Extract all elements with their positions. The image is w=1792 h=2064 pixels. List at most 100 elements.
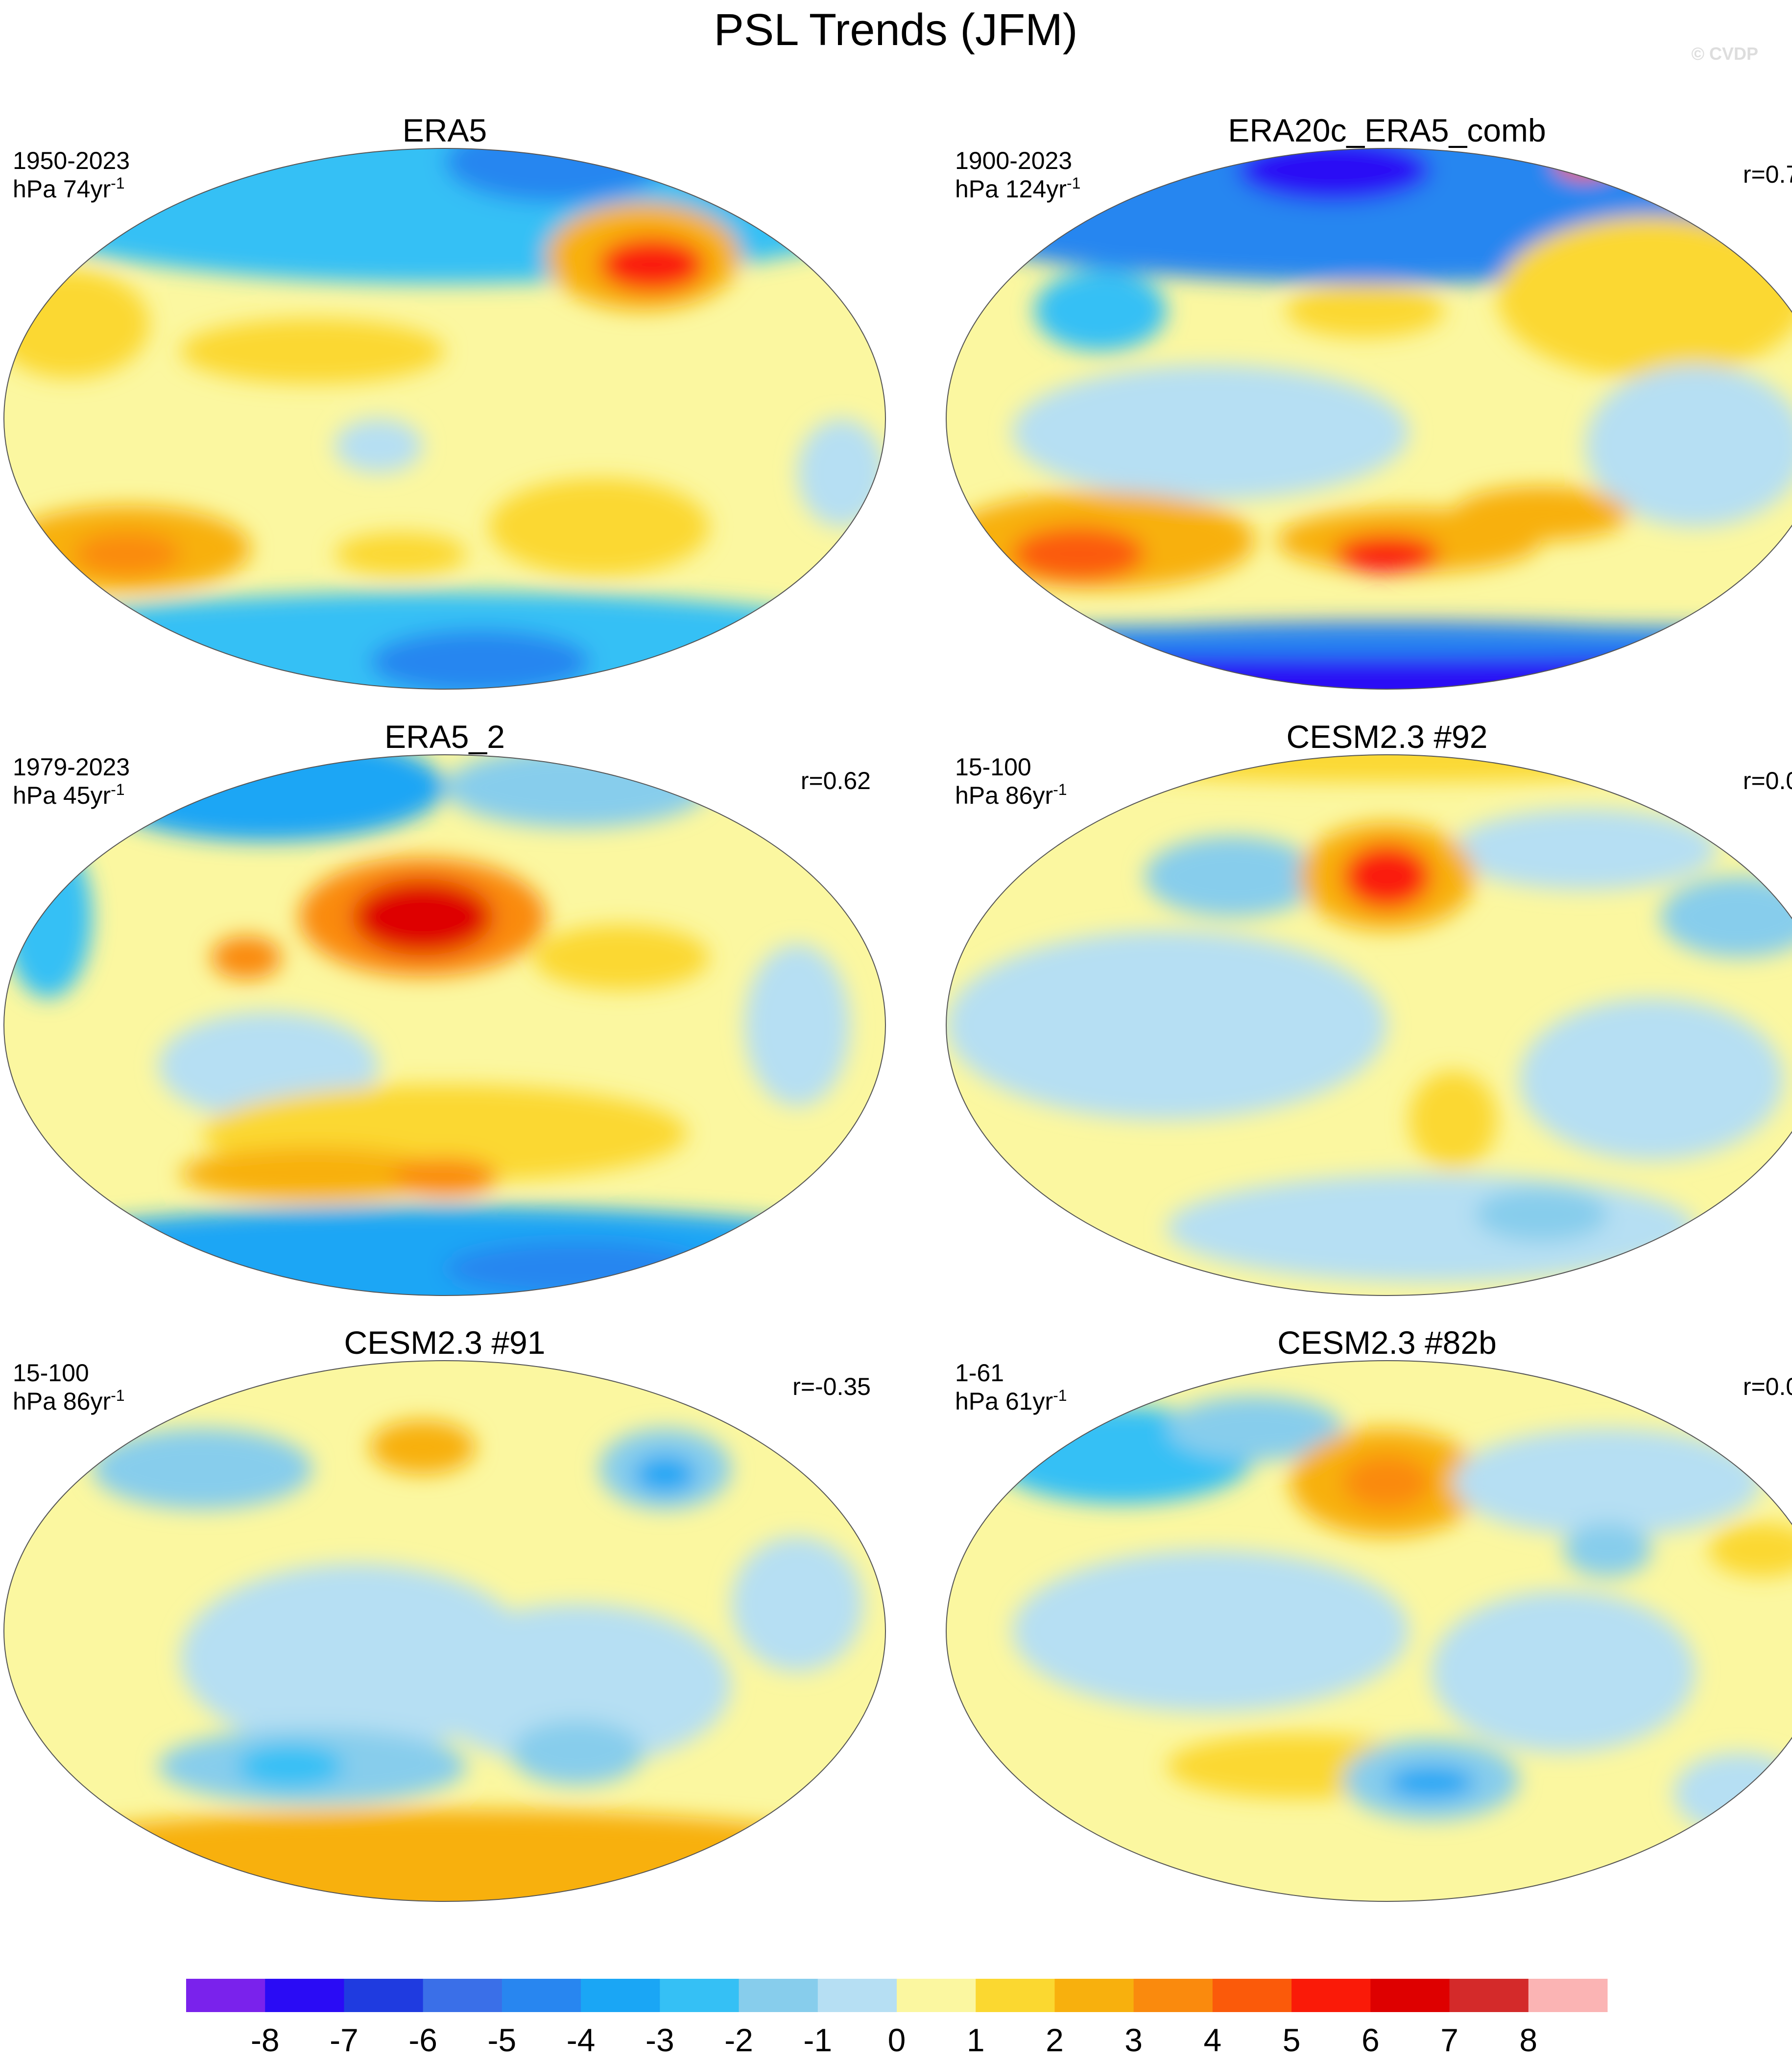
trend-region — [1453, 1428, 1762, 1536]
trend-region — [335, 532, 467, 576]
trend-region — [74, 532, 180, 576]
colorbar-tick-label: -8 — [251, 2022, 280, 2058]
panel-units: hPa 86yr-1 — [955, 781, 1067, 809]
colorbar-swatch — [344, 1979, 424, 2012]
map-border — [3, 754, 886, 1296]
watermark: © CVDP — [1691, 44, 1758, 64]
colorbar-tick-label: 8 — [1519, 2022, 1537, 2058]
units-exponent: -1 — [1053, 781, 1067, 798]
trend-region — [489, 478, 709, 576]
units-exponent: -1 — [1053, 1387, 1067, 1404]
trend-region — [423, 1604, 731, 1766]
colorbar-tick-label: -6 — [408, 2022, 437, 2058]
colorbar-swatch — [1054, 1979, 1134, 2012]
colorbar-swatch — [502, 1979, 581, 2012]
colorbar-swatch — [739, 1979, 818, 2012]
trend-blobs — [4, 755, 885, 1296]
trend-region — [180, 318, 445, 384]
panel-correlation: r=0.08 — [1743, 1373, 1792, 1400]
trend-region — [511, 1720, 643, 1785]
colorbar-swatch — [423, 1979, 502, 2012]
units-exponent: -1 — [111, 781, 124, 798]
colorbar-swatch — [1370, 1979, 1450, 2012]
map-field — [946, 755, 1792, 1296]
colorbar-swatch — [1291, 1979, 1371, 2012]
trend-region — [352, 879, 493, 955]
map-border — [946, 754, 1792, 1296]
trend-region — [1431, 1590, 1696, 1753]
trend-region — [392, 1157, 498, 1196]
trend-region — [1453, 809, 1718, 890]
colorbar-tick-label: 1 — [967, 2022, 985, 2058]
panel-title: ERA5 — [403, 112, 487, 148]
panel-period: 1900-2023 — [955, 147, 1072, 174]
trend-region — [1519, 998, 1784, 1160]
trend-region — [744, 944, 850, 1106]
trend-region — [370, 629, 590, 689]
panel-period: 1979-2023 — [13, 753, 130, 781]
map-border — [3, 1360, 886, 1902]
trend-region — [1343, 1455, 1431, 1510]
panel-units: hPa 61yr-1 — [955, 1387, 1067, 1415]
colorbar-tick-label: 6 — [1362, 2022, 1380, 2058]
trend-region — [1387, 1766, 1475, 1799]
trend-region — [946, 624, 1792, 657]
units-exponent: -1 — [1067, 174, 1080, 192]
panel-units: hPa 45yr-1 — [13, 781, 125, 809]
map-field — [4, 755, 885, 1296]
trend-region — [445, 755, 709, 828]
trend-region — [1286, 284, 1444, 338]
trend-region — [1012, 1550, 1409, 1712]
trend-region — [1409, 1071, 1497, 1169]
panel-period: 15-100 — [955, 753, 1031, 781]
trend-region — [1554, 148, 1616, 178]
trend-region — [211, 936, 282, 980]
trend-region — [1453, 486, 1629, 541]
colorbar-tick-label: -1 — [803, 2022, 832, 2058]
panel-units: hPa 86yr-1 — [13, 1387, 125, 1415]
trend-region — [1497, 216, 1792, 379]
trend-blobs — [4, 148, 885, 689]
panel-period: 1-61 — [955, 1359, 1004, 1387]
trend-region — [1034, 270, 1167, 351]
colorbar-tick-label: -4 — [567, 2022, 596, 2058]
units-exponent: -1 — [111, 1387, 124, 1404]
colorbar-swatch — [1212, 1979, 1292, 2012]
panel-period: 15-100 — [13, 1359, 89, 1387]
trend-blobs — [4, 1420, 885, 1901]
trend-region — [445, 1241, 709, 1296]
trend-blobs — [946, 755, 1792, 1282]
colorbar-tick-label: 3 — [1124, 2022, 1143, 2058]
trend-region — [731, 1536, 863, 1672]
colorbar-tick-label: 7 — [1440, 2022, 1458, 2058]
trend-region — [489, 1820, 665, 1874]
trend-region — [4, 836, 92, 998]
panel-correlation: r=0.04 — [1743, 767, 1792, 794]
trend-region — [1475, 1187, 1607, 1242]
colorbar-tick-label: -7 — [330, 2022, 358, 2058]
trend-region — [634, 1455, 696, 1493]
colorbar-swatch — [897, 1979, 976, 2012]
panel-correlation: r=-0.35 — [792, 1373, 871, 1400]
panel-period: 1950-2023 — [13, 147, 130, 174]
trend-region — [1012, 527, 1145, 581]
figure-title: PSL Trends (JFM) — [714, 5, 1078, 55]
trend-region — [1167, 1174, 1696, 1282]
panel-correlation: r=0.79 — [1743, 161, 1792, 188]
panel-title: ERA20c_ERA5_comb — [1228, 112, 1546, 148]
colorbar-swatch — [1449, 1979, 1529, 2012]
map-field — [4, 1361, 885, 1901]
trend-region — [1012, 364, 1409, 500]
colorbar-tick-label: 2 — [1046, 2022, 1064, 2058]
trend-region — [946, 930, 1387, 1120]
map-field — [4, 148, 885, 689]
colorbar-swatch — [265, 1979, 344, 2012]
panel-units: hPa 124yr-1 — [955, 174, 1080, 203]
colorbar-tick-label: -5 — [488, 2022, 517, 2058]
trend-region — [1585, 364, 1792, 527]
trend-region — [238, 1744, 343, 1788]
